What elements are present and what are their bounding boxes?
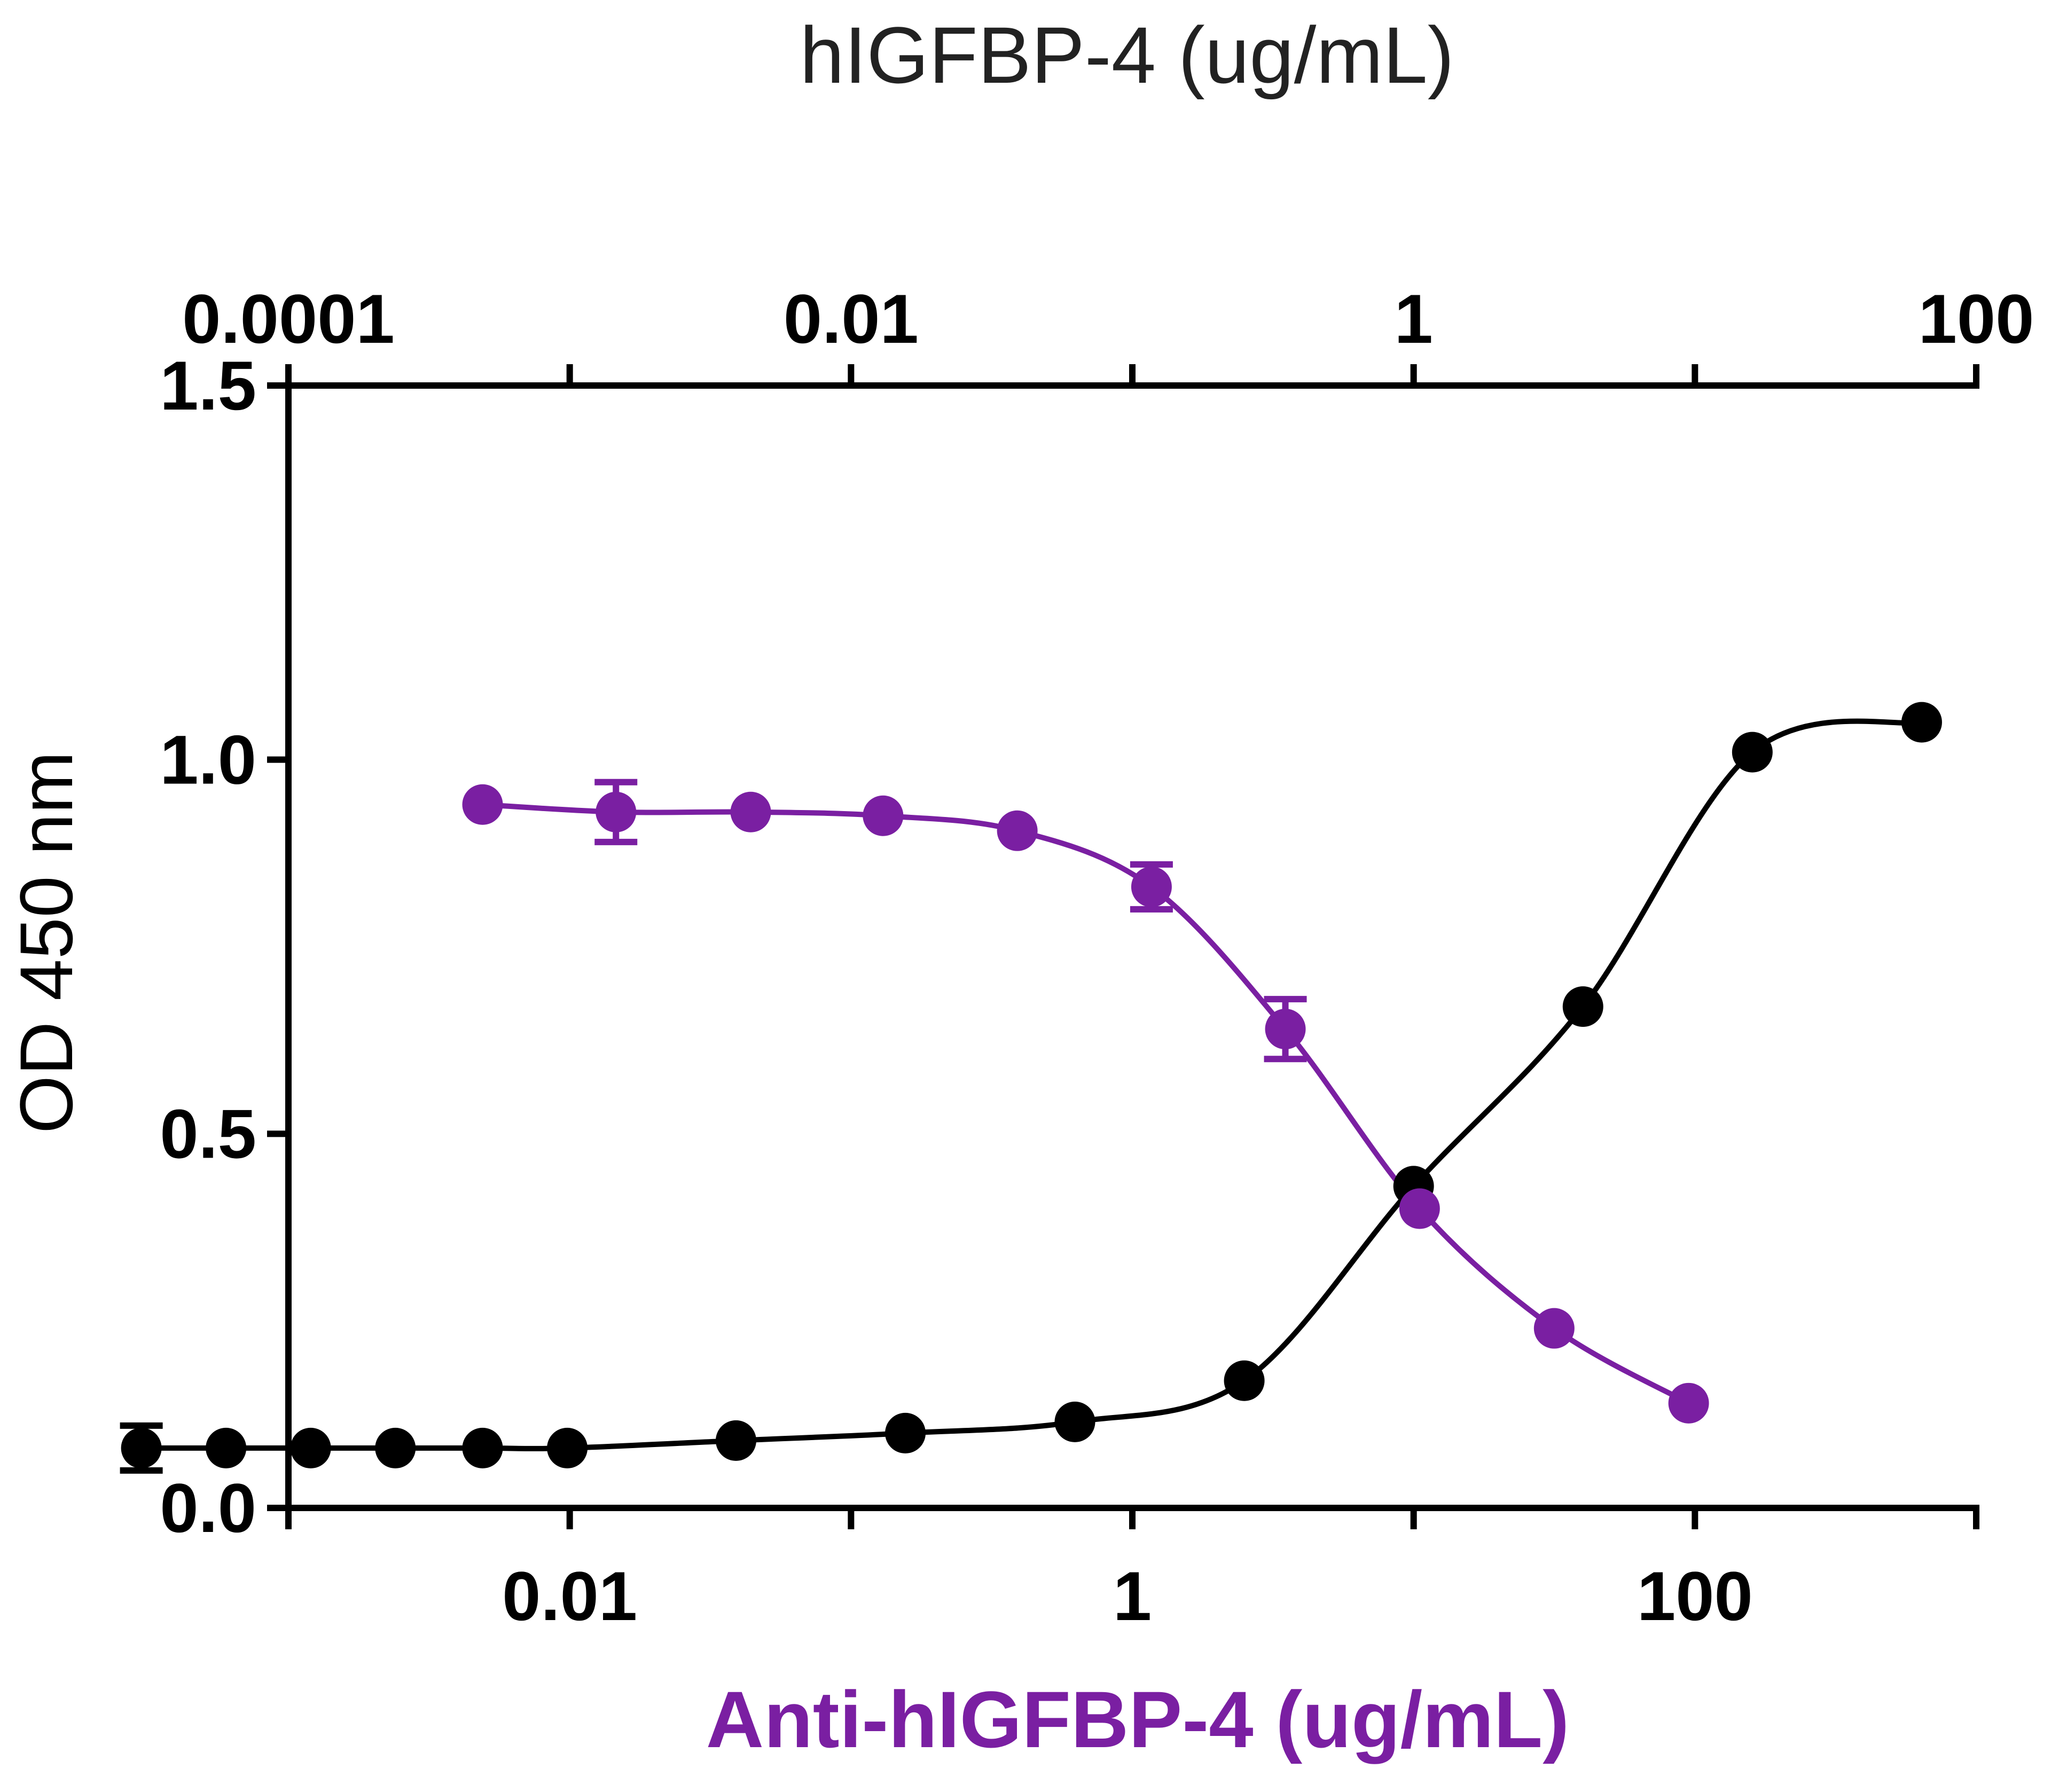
y-tick-label: 0.5 (160, 1095, 256, 1173)
top-tick-label: 0.0001 (182, 280, 395, 358)
top-tick-label: 0.01 (784, 280, 919, 358)
top-axis-ticks: 0.0001 0.01 1 100 (182, 280, 2034, 386)
bottom-axis-ticks: 0.01 1 100 (285, 1508, 1979, 1635)
data-point (1054, 1401, 1095, 1442)
data-point (885, 1412, 926, 1453)
top-tick-label: 1 (1395, 280, 1433, 358)
chart-title: hIGFBP-4 (ug/mL) (800, 10, 1454, 100)
data-point (290, 1427, 331, 1468)
fit-curve (482, 801, 1690, 1406)
data-point (1533, 1308, 1575, 1349)
data-point (1131, 866, 1172, 907)
data-point (1562, 986, 1603, 1027)
data-point (596, 791, 637, 832)
bottom-tick-label: 0.01 (502, 1557, 637, 1635)
data-point (715, 1420, 756, 1461)
y-tick-label: 1.5 (160, 347, 256, 425)
y-tick-label: 1.0 (160, 721, 256, 799)
bottom-tick-label: 100 (1637, 1557, 1753, 1635)
data-point (1732, 732, 1773, 773)
bottom-tick-label: 1 (1113, 1557, 1152, 1635)
data-point (863, 795, 904, 836)
data-point (121, 1427, 162, 1468)
data-point (997, 810, 1038, 851)
top-tick-label: 100 (1919, 280, 2034, 358)
x-axis-label: Anti-hIGFBP-4 (ug/mL) (706, 1675, 1569, 1764)
y-axis-ticks: 0.0 0.5 1.0 1.5 (160, 347, 288, 1547)
y-axis-label: OD 450 nm (4, 751, 88, 1134)
data-point (206, 1427, 247, 1468)
data-point (730, 791, 771, 832)
data-point (462, 1427, 503, 1468)
data-point (375, 1427, 416, 1468)
data-point (1668, 1382, 1709, 1424)
data-point (1901, 702, 1942, 743)
data-point (462, 784, 503, 825)
y-tick-label: 0.0 (160, 1469, 256, 1547)
data-point (1399, 1188, 1440, 1229)
data-point (1265, 1009, 1306, 1050)
data-point (547, 1427, 588, 1468)
data-point (1224, 1360, 1265, 1401)
data-points (120, 702, 1942, 1474)
